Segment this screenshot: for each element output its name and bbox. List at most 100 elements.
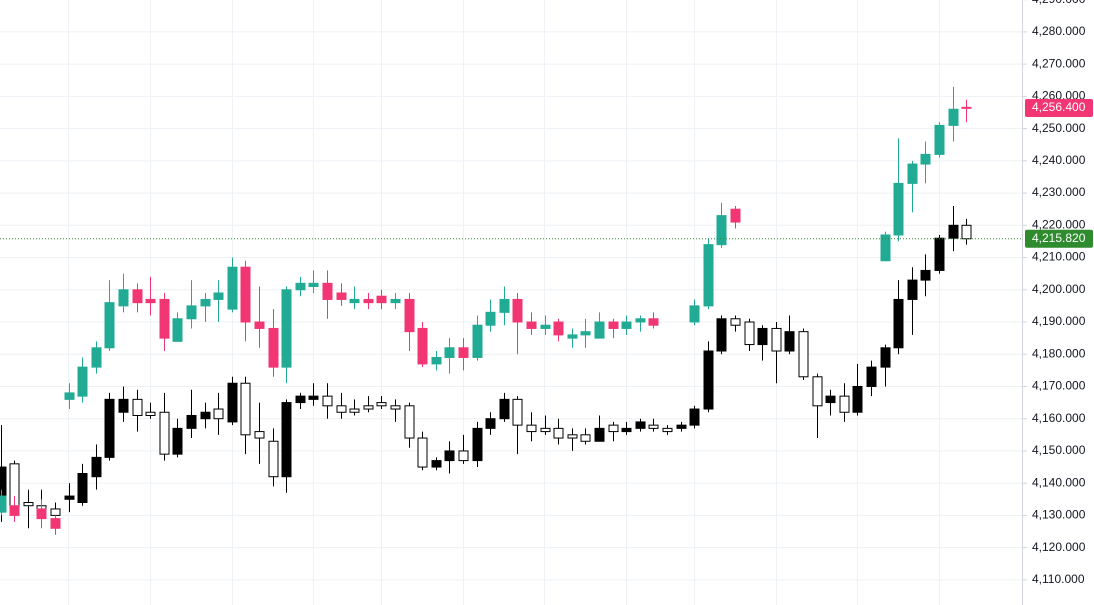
candle-body <box>880 234 891 262</box>
candle-body <box>907 279 918 300</box>
candle-body <box>512 298 523 323</box>
candle-body <box>784 331 795 352</box>
y-tick-label: 4,130.000 <box>1032 508 1086 522</box>
candle-body <box>118 289 129 307</box>
candle-body <box>172 427 183 455</box>
candle-body <box>580 434 591 442</box>
y-tick-label: 4,140.000 <box>1032 475 1086 489</box>
candle-body <box>145 298 156 304</box>
candle-body <box>458 450 469 462</box>
candle-body <box>920 269 931 281</box>
candle-body <box>349 408 360 413</box>
candle-body <box>308 395 319 400</box>
y-tick-label: 4,120.000 <box>1032 540 1086 554</box>
candle-body <box>689 305 700 323</box>
candle-body <box>295 395 306 404</box>
y-tick-label: 4,230.000 <box>1032 185 1086 199</box>
candle-body <box>172 318 183 342</box>
candle-body <box>526 424 537 433</box>
y-tick-label: 4,270.000 <box>1032 56 1086 70</box>
price-label-box <box>1025 98 1093 117</box>
candle-body <box>417 437 428 468</box>
grid <box>0 0 1022 605</box>
candle-body <box>472 324 483 358</box>
y-tick-label: 4,280.000 <box>1032 24 1086 38</box>
candle-body <box>77 472 88 504</box>
candle-body <box>363 298 374 304</box>
y-tick-label: 4,210.000 <box>1032 250 1086 264</box>
candle-body <box>322 282 333 300</box>
candle-body <box>499 398 510 420</box>
candle-body <box>200 298 211 307</box>
candle-body <box>390 298 401 304</box>
candle-body <box>907 163 918 184</box>
candle-body <box>50 508 61 516</box>
y-tick-label: 4,240.000 <box>1032 153 1086 167</box>
candle-body <box>757 327 768 346</box>
candle-body <box>159 411 170 455</box>
candle-body <box>635 421 646 429</box>
candle-body <box>64 392 75 400</box>
candle-body <box>213 408 224 420</box>
candle-body <box>91 456 102 478</box>
y-tick-label: 4,220.000 <box>1032 217 1086 231</box>
candle-body <box>104 302 115 349</box>
candle-body <box>444 450 455 462</box>
candle-body <box>295 282 306 291</box>
candle-body <box>716 318 727 352</box>
candle-body <box>336 292 347 300</box>
candle-body <box>404 298 415 333</box>
candle-body <box>553 427 564 439</box>
candle-body <box>812 376 823 407</box>
candle-body <box>485 311 496 326</box>
candle-body <box>200 411 211 420</box>
candle-body <box>499 298 510 313</box>
candle-body <box>132 289 143 304</box>
candle-body <box>472 427 483 462</box>
price-label: 4,215.820 <box>1032 231 1086 245</box>
candle-body <box>349 298 360 304</box>
candle-body <box>281 402 292 478</box>
candle-body <box>893 298 904 349</box>
candle-body <box>662 427 673 433</box>
candle-body <box>254 431 265 439</box>
candle-body <box>50 518 61 529</box>
y-tick-label: 4,200.000 <box>1032 282 1086 296</box>
candle-body <box>458 347 469 358</box>
candle-body <box>417 327 428 365</box>
candle-body <box>281 289 292 368</box>
candle-body <box>648 424 659 429</box>
candle-series <box>0 205 972 529</box>
candle-body <box>608 321 619 329</box>
y-tick-label: 4,150.000 <box>1032 443 1086 457</box>
candle-body <box>880 347 891 368</box>
candle-body <box>227 266 238 310</box>
candle-body <box>580 331 591 336</box>
candle-body <box>404 405 415 439</box>
y-tick-label: 4,110.000 <box>1032 572 1085 586</box>
candle-body <box>594 321 605 339</box>
candle-body <box>336 405 347 413</box>
candle-body <box>118 398 129 413</box>
candle-body <box>621 427 632 433</box>
candle-body <box>159 298 170 339</box>
candle-body <box>961 224 972 240</box>
candle-body <box>648 318 659 326</box>
candle-body <box>444 347 455 358</box>
candle-body <box>227 382 238 423</box>
candle-body <box>703 350 714 410</box>
candle-body <box>608 424 619 433</box>
candle-body <box>431 460 442 468</box>
candle-body <box>961 106 972 109</box>
candle-body <box>104 398 115 458</box>
candle-body <box>186 305 197 320</box>
candle-body <box>322 395 333 407</box>
candle-body <box>635 318 646 323</box>
candle-body <box>730 208 741 223</box>
candle-body <box>744 321 755 346</box>
candle-body <box>621 321 632 329</box>
candle-body <box>254 321 265 329</box>
candle-body <box>948 108 959 126</box>
